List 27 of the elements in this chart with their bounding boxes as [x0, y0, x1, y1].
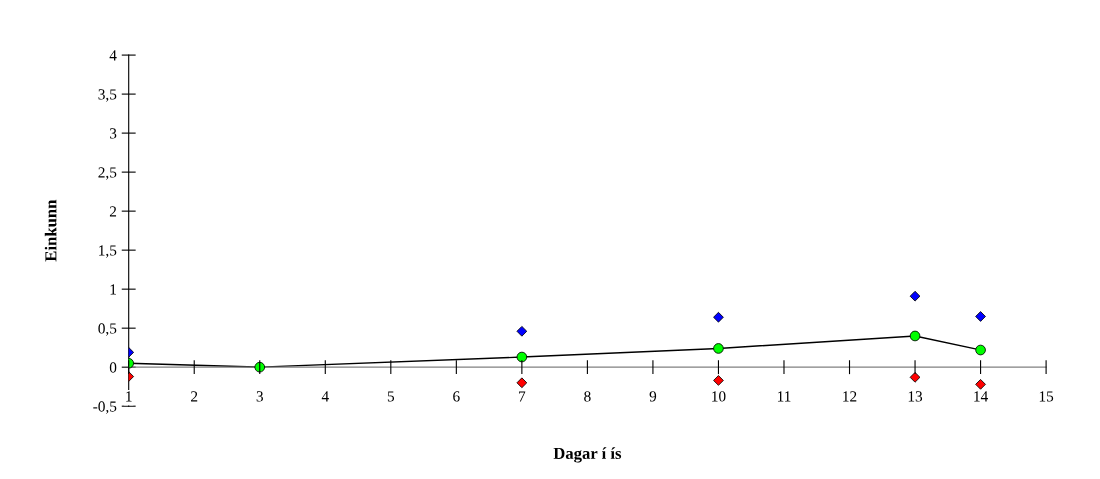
y-tick-label: 3,5 — [98, 89, 117, 102]
x-tick-label: 9 — [649, 391, 657, 402]
x-tick-label: 13 — [908, 391, 923, 402]
y-tick-label: 2 — [109, 206, 117, 217]
x-tick-label: 11 — [777, 391, 791, 402]
x-tick-label: 12 — [843, 391, 857, 402]
y-tick-label: 1,5 — [99, 245, 117, 258]
x-tick-label: 5 — [387, 391, 395, 402]
x-tick-label: 4 — [321, 391, 329, 402]
x-tick-label: 1 — [126, 391, 132, 402]
x-tick-label: 3 — [256, 391, 263, 402]
y-tick-label: 0 — [109, 362, 117, 373]
y-tick-label: 4 — [109, 50, 117, 61]
x-tick-label: 10 — [712, 391, 726, 402]
y-tick-label: 3 — [109, 128, 117, 139]
y-tick-label: 0,5 — [98, 323, 117, 336]
x-tick-label: 7 — [519, 391, 526, 402]
y-tick-label: 1 — [110, 284, 116, 295]
x-tick-label: 6 — [453, 391, 460, 402]
x-tick-label: 8 — [584, 391, 591, 402]
y-tick-label: -0,5 — [93, 401, 117, 414]
x-tick-label: 2 — [191, 391, 198, 402]
y-tick-label: 2,5 — [98, 167, 117, 180]
x-axis-title: Dagar í ís — [553, 447, 622, 463]
x-tick-label: 15 — [1039, 391, 1054, 402]
x-tick-label: 14 — [974, 391, 988, 402]
y-axis-title: Einkunn — [44, 199, 57, 262]
